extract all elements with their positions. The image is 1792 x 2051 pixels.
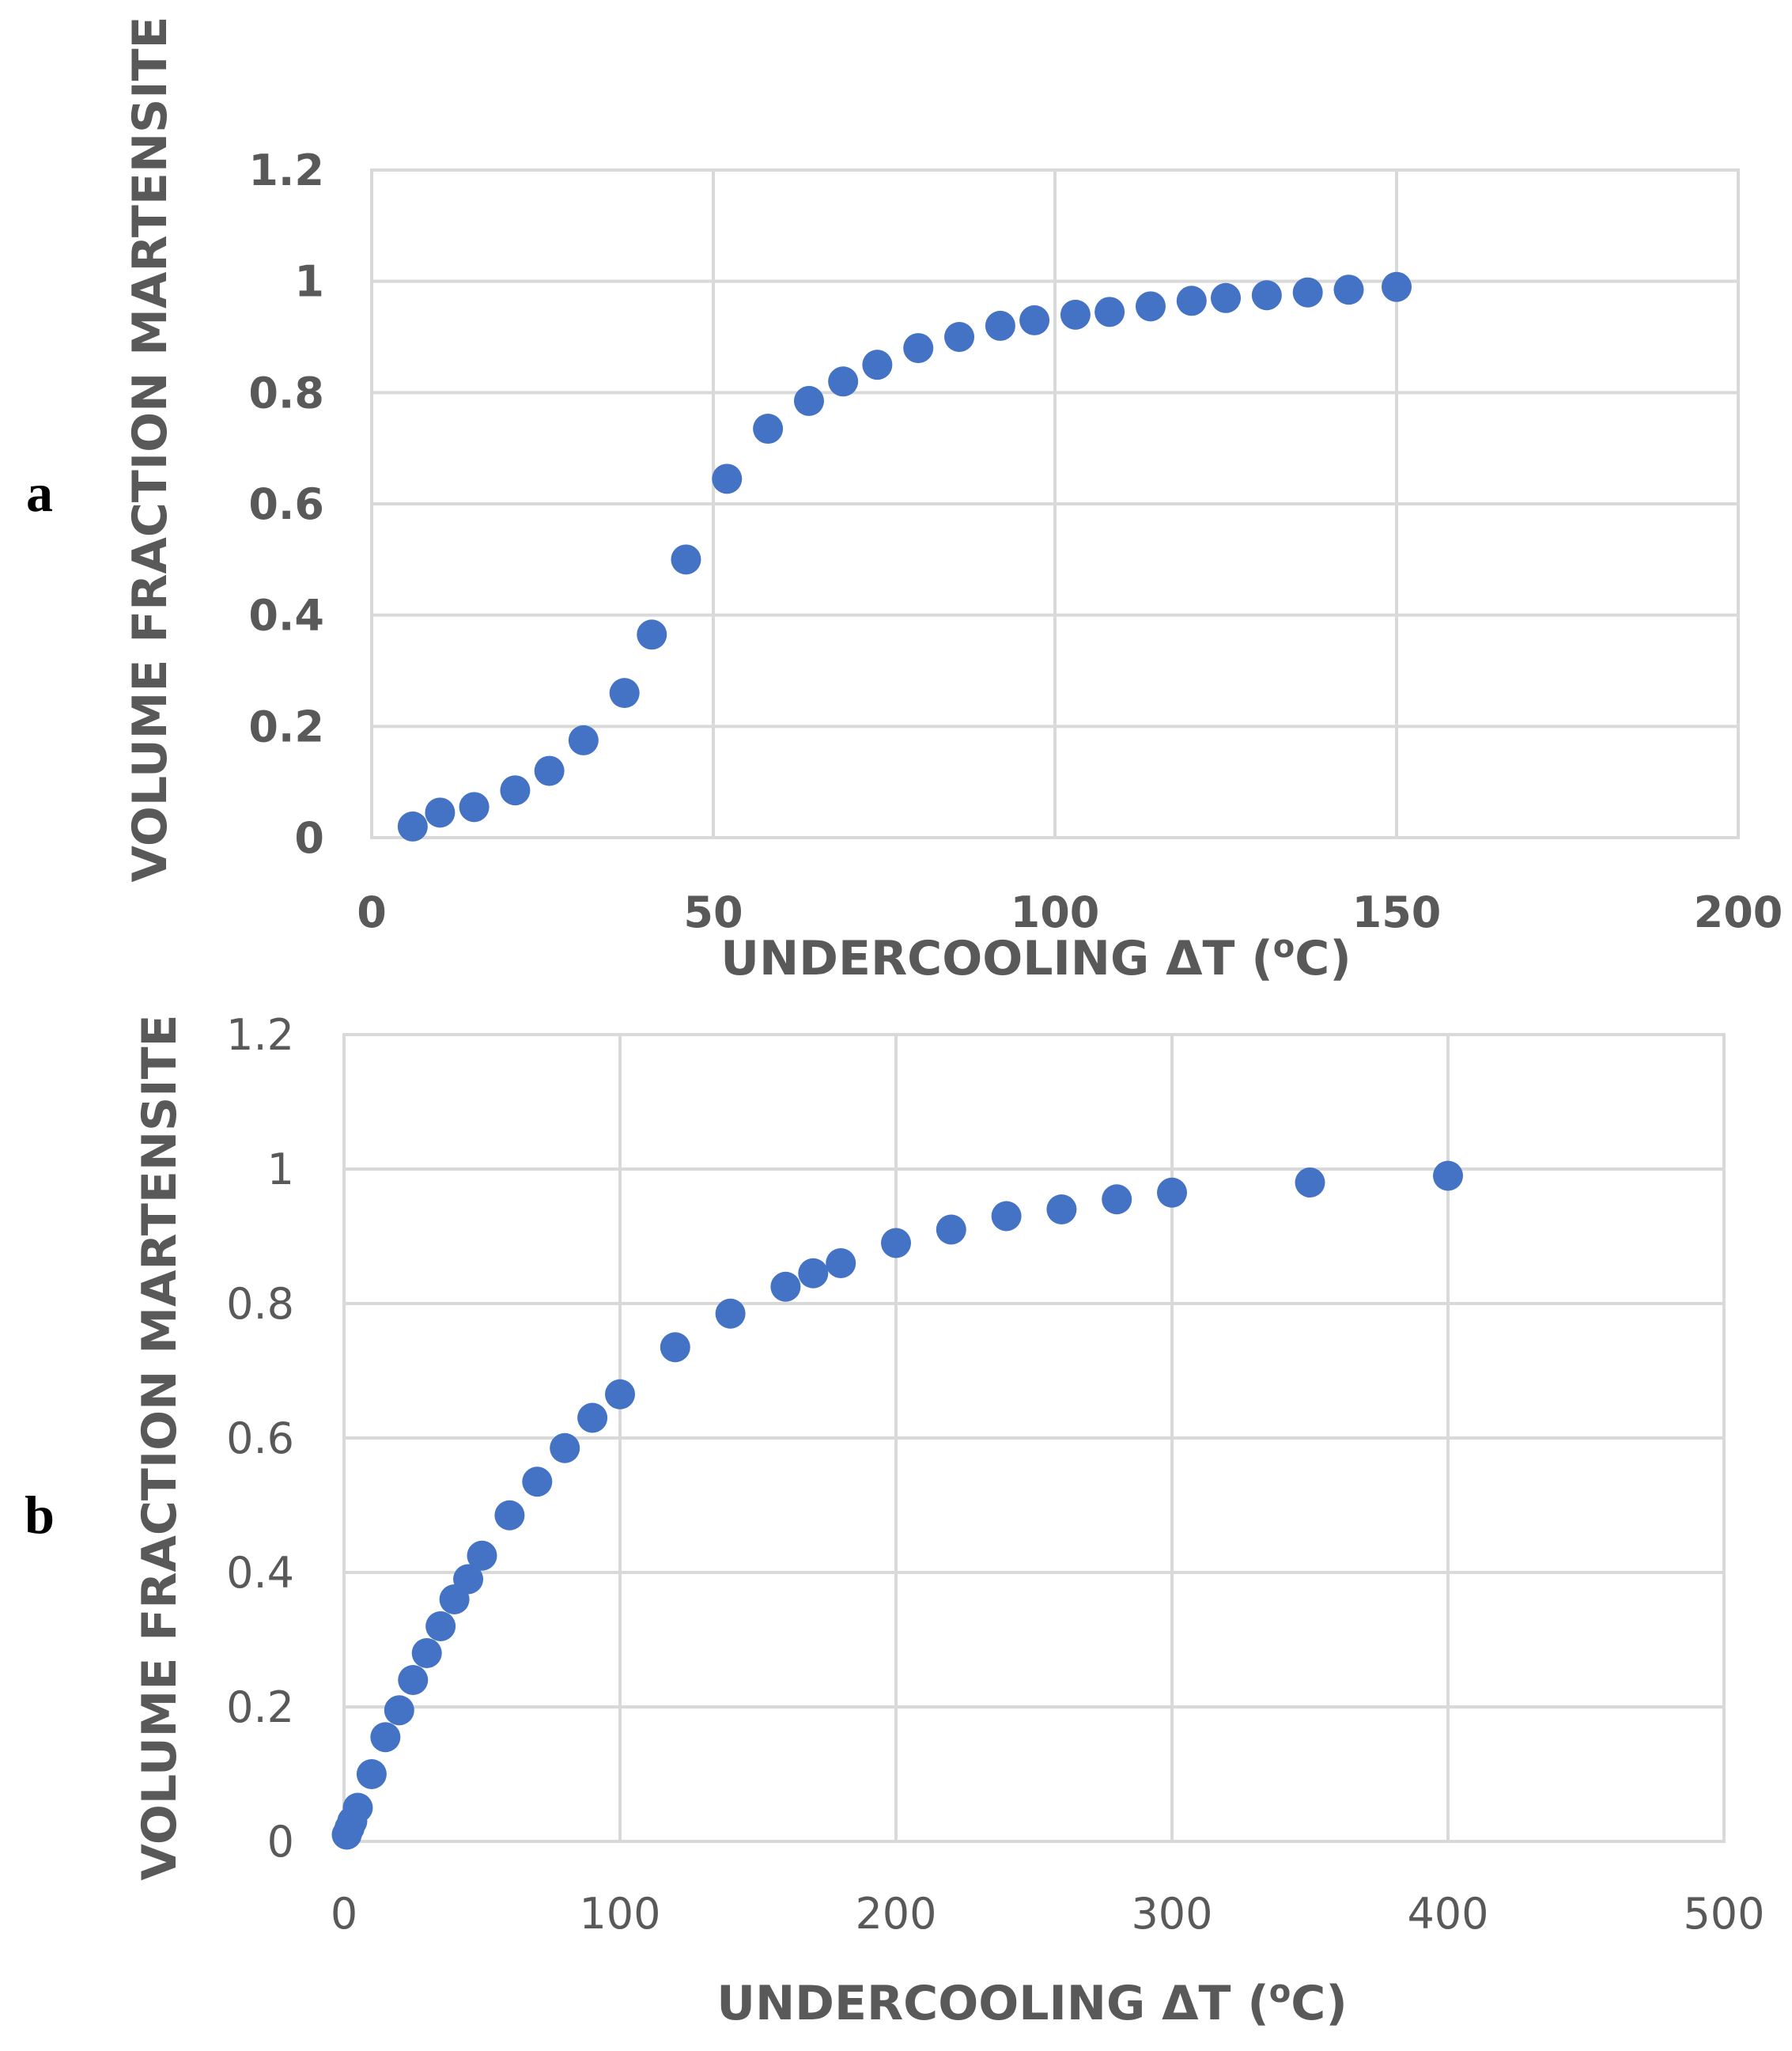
panel-a-x-tick-label: 50	[683, 887, 743, 937]
panel-b-data-point	[881, 1228, 911, 1258]
panel-b-data-point	[798, 1258, 829, 1288]
panel-a-plot-border	[370, 168, 1740, 839]
panel-b-data-point	[1046, 1194, 1077, 1224]
panel-a-data-point	[1060, 299, 1091, 330]
panel-b-x-tick-label: 200	[855, 1889, 936, 1939]
panel-b-y-tick-label: 0	[267, 1817, 294, 1867]
panel-b-data-point	[411, 1638, 442, 1668]
panel-a-label: a	[26, 463, 53, 523]
panel-b-data-point	[453, 1564, 484, 1595]
panel-b-data-point	[605, 1379, 635, 1410]
panel-a-data-point	[828, 366, 859, 397]
panel-b-y-tick-label: 0.2	[226, 1682, 294, 1732]
panel-a-y-tick-label: 1	[294, 257, 324, 307]
panel-b-y-tick-label: 0.8	[226, 1279, 294, 1329]
panel-a-x-tick-labels: 0 50 100 150 200	[357, 887, 1783, 937]
panel-b-data-point	[936, 1214, 966, 1245]
panel-b-gridlines	[342, 1033, 1726, 1843]
panel-b-label: b	[25, 1485, 55, 1545]
panel-b-data-point	[826, 1248, 856, 1278]
panel-a-data-point	[397, 811, 428, 842]
panel-b-data-point	[1102, 1184, 1132, 1215]
panel-b-data-point	[577, 1402, 608, 1433]
panel-a-data-point	[793, 385, 824, 416]
panel-b-data-point	[770, 1271, 801, 1302]
panel-a-x-tick-label: 200	[1694, 887, 1783, 937]
panel-a-data-point	[1094, 297, 1125, 327]
panel-b-data-point	[715, 1298, 746, 1329]
panel-b-data-point	[550, 1432, 580, 1463]
panel-b-data-point	[1295, 1167, 1325, 1198]
panel-a-x-tick-label: 150	[1352, 887, 1442, 937]
panel-a-data-point	[637, 619, 667, 650]
panel-b-chart: 0 0.2 0.4 0.6 0.8 1 1.2 0 100 200 300 400 500 b VOL…	[25, 1010, 1764, 2031]
panel-b-y-tick-label: 1.2	[226, 1010, 294, 1060]
panel-b-y-axis-title: VOLUME FRACTION MARTENSITE	[132, 1014, 187, 1880]
panel-a-data-point	[568, 725, 599, 755]
panel-b-x-tick-label: 0	[331, 1889, 357, 1939]
panel-a-data-point	[1292, 277, 1323, 308]
panel-b-data-point	[522, 1466, 553, 1497]
panel-b-x-tick-label: 300	[1131, 1889, 1212, 1939]
panel-b-data-point	[1433, 1160, 1463, 1191]
panel-b-x-tick-label: 400	[1407, 1889, 1488, 1939]
panel-a-data-point	[1135, 291, 1166, 322]
panel-a-data-points	[397, 271, 1412, 842]
panel-b-data-point	[342, 1792, 373, 1823]
panel-a-x-tick-label: 100	[1011, 887, 1100, 937]
panel-a-y-tick-label: 0.2	[248, 702, 324, 751]
panel-a-y-tick-label: 1.2	[248, 146, 324, 195]
panel-b-data-points	[331, 1160, 1463, 1850]
panel-b-data-point	[370, 1722, 401, 1753]
panel-b-data-point	[660, 1332, 690, 1363]
panel-a-y-axis-title: VOLUME FRACTION MARTENSITE	[123, 16, 178, 882]
panel-b-data-point	[494, 1500, 525, 1531]
panel-b-y-tick-label: 1	[267, 1145, 294, 1194]
panel-a-x-axis-title: UNDERCOOLING ΔT (oC)	[720, 929, 1352, 986]
panel-a-data-point	[425, 797, 456, 828]
panel-a-data-point	[609, 678, 640, 709]
panel-a-data-point	[753, 414, 784, 445]
panel-a-data-point	[985, 310, 1015, 341]
panel-a-data-point	[712, 464, 743, 494]
panel-a-data-point	[459, 792, 490, 823]
panel-a-data-point	[1211, 282, 1241, 313]
panel-a-data-point	[862, 350, 893, 380]
panel-a-chart: 0 0.2 0.4 0.6 0.8 1 1.2 0 50 100 150 200 a VOLUME …	[26, 16, 1783, 986]
panel-a-data-point	[944, 322, 975, 352]
panel-a-y-tick-label: 0.6	[248, 479, 324, 529]
panel-a-data-point	[1382, 271, 1412, 302]
panel-b-data-point	[1157, 1177, 1187, 1208]
panel-b-x-tick-label: 500	[1683, 1889, 1764, 1939]
panel-a-y-tick-labels: 0 0.2 0.4 0.6 0.8 1 1.2	[248, 146, 324, 863]
panel-b-x-tick-label: 100	[579, 1889, 660, 1939]
panel-a-y-tick-label: 0.4	[248, 591, 324, 641]
panel-b-y-tick-label: 0.4	[226, 1548, 294, 1598]
panel-a-data-point	[1176, 286, 1207, 316]
panel-a-x-tick-label: 0	[357, 887, 387, 937]
panel-a-data-point	[671, 544, 701, 575]
panel-b-x-tick-labels: 0 100 200 300 400 500	[331, 1889, 1765, 1939]
panel-b-y-tick-label: 0.6	[226, 1413, 294, 1463]
panel-a-data-point	[500, 775, 531, 806]
panel-b-data-point	[991, 1201, 1022, 1232]
panel-a-y-tick-label: 0.8	[248, 368, 324, 418]
panel-b-data-point	[356, 1759, 387, 1789]
panel-a-data-point	[903, 333, 934, 364]
panel-a-y-tick-label: 0	[294, 813, 324, 863]
panel-a-data-point	[534, 755, 565, 786]
panel-a-data-point	[1251, 280, 1282, 311]
panel-b-data-point	[384, 1695, 414, 1726]
panel-b-data-point	[425, 1611, 456, 1641]
panel-a-data-point	[1333, 274, 1364, 305]
panel-b-plot-border	[342, 1033, 1726, 1843]
panel-b-data-point	[467, 1540, 497, 1571]
panel-a-data-point	[1019, 305, 1050, 335]
panel-b-data-point	[398, 1665, 429, 1695]
panel-b-y-tick-labels: 0 0.2 0.4 0.6 0.8 1 1.2	[226, 1010, 294, 1867]
panel-b-x-axis-title: UNDERCOOLING ΔT (oC)	[716, 1973, 1348, 2031]
